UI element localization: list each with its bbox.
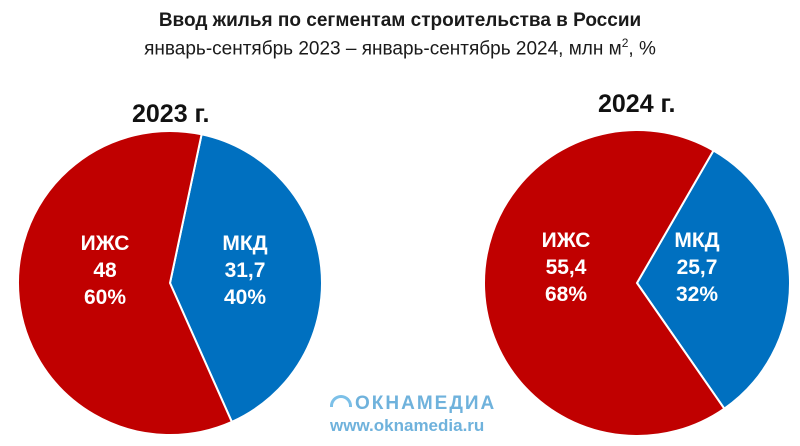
pie-2023-mkd-label: МКД (222, 232, 267, 255)
pie-2023-izhs-label: ИЖС (81, 232, 130, 255)
chart-title: Ввод жилья по сегментам строительства в … (158, 10, 642, 31)
pie-2024-title: 2024 г. (598, 90, 676, 118)
pie-2024-slice-mkd (635, 149, 791, 411)
pie-2023-title: 2023 г. (132, 100, 210, 128)
pie-2024-mkd-label: МКД (674, 229, 719, 252)
pie-2023-izhs-value: 48 (93, 259, 117, 282)
pie-2023-mkd-percent: 40% (224, 286, 266, 309)
subtitle-main: январь-сентябрь 2023 – январь-сентябрь 2… (144, 38, 622, 60)
chart-subtitle: январь-сентябрь 2023 – январь-сентябрь 2… (0, 36, 800, 60)
watermark-url: www.oknamedia.ru (330, 416, 485, 435)
pie-2024-izhs-value: 55,4 (546, 256, 587, 279)
pie-2023-izhs-percent: 60% (84, 286, 126, 309)
pie-2023-slice-izhs (17, 130, 234, 436)
watermark-logo: ОКНАМЕДИА (330, 393, 496, 415)
pie-2024-mkd-percent: 32% (676, 283, 718, 306)
pie-2023-slice-mkd (168, 133, 323, 424)
pie-2024-izhs-percent: 68% (545, 283, 587, 306)
pie-2024-izhs-label: ИЖС (542, 229, 591, 252)
sun-icon (330, 395, 352, 407)
pie-2024-mkd-value: 25,7 (677, 256, 718, 279)
subtitle-superscript: 2 (621, 36, 629, 50)
subtitle-tail: , % (628, 38, 656, 60)
pie-2023-mkd-value: 31,7 (225, 259, 266, 282)
pie-2024-slice-izhs (483, 129, 726, 437)
watermark-logo-text: ОКНАМЕДИА (355, 393, 497, 414)
